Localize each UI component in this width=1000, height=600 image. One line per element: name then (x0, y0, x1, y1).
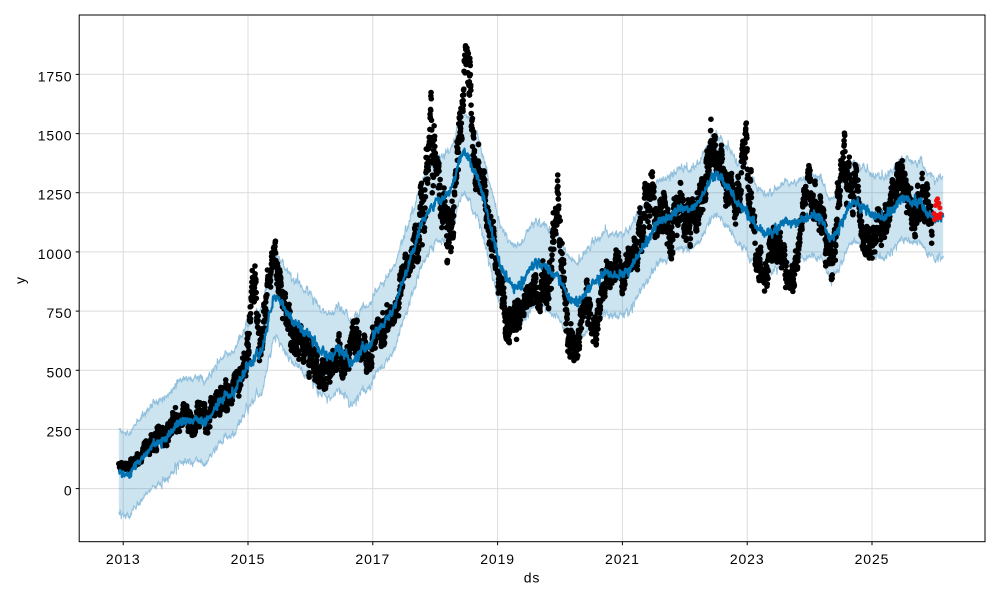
svg-text:2025: 2025 (855, 551, 890, 567)
svg-text:2021: 2021 (605, 551, 640, 567)
svg-text:1500: 1500 (38, 128, 73, 144)
svg-text:1250: 1250 (38, 187, 73, 203)
svg-text:0: 0 (64, 483, 73, 499)
svg-text:250: 250 (46, 423, 72, 439)
svg-text:2015: 2015 (231, 551, 266, 567)
svg-text:2023: 2023 (730, 551, 765, 567)
svg-text:2017: 2017 (355, 551, 390, 567)
svg-text:2019: 2019 (480, 551, 515, 567)
svg-text:y: y (12, 276, 28, 284)
svg-text:500: 500 (46, 364, 72, 380)
svg-text:ds: ds (524, 570, 541, 586)
svg-text:2013: 2013 (106, 551, 141, 567)
svg-text:1000: 1000 (38, 246, 73, 262)
svg-text:750: 750 (46, 305, 72, 321)
svg-text:1750: 1750 (38, 68, 73, 84)
